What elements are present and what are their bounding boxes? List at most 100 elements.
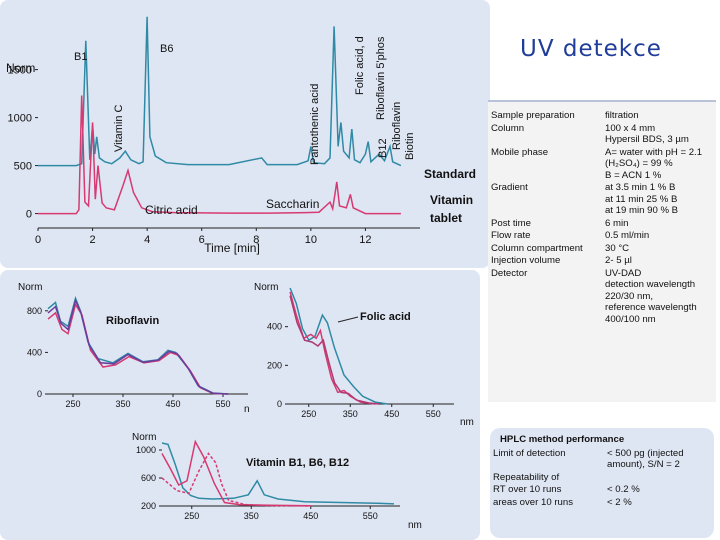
row-value-line: filtration	[605, 110, 639, 121]
row-value-line: < 2 %	[607, 496, 632, 508]
y-tick-label: 600	[141, 473, 156, 483]
row-value-line: Hypersil BDS, 3 µm	[605, 134, 689, 145]
x-axis-label: nm	[244, 404, 250, 415]
table-row: Column compartment 30 °C	[491, 242, 629, 255]
table-row: RT over 10 runs < 0.2 %	[493, 484, 640, 496]
x-tick-label: 8	[253, 234, 259, 246]
row-value: A= water with pH = 2.1 (H₂SO₄) = 99 % B = …	[605, 147, 702, 182]
row-value-line: A= water with pH = 2.1	[605, 146, 703, 158]
peak-label-b12: B12	[377, 138, 389, 158]
x-tick-label: 0	[35, 234, 41, 246]
row-value: filtration	[605, 110, 639, 122]
spectra-panel	[0, 270, 480, 540]
row-value: UV-DAD detection wavelength 220/30 nm, refe…	[605, 268, 697, 326]
row-label: Limit of detection	[493, 447, 566, 459]
x-tick-label: 6	[199, 234, 205, 246]
row-value-line: (H₂SO₄) = 99 %	[605, 158, 673, 169]
peak-label-riboflavin-phos: Riboflavin 5'phos	[375, 36, 387, 120]
peak-label-riboflavin: Riboflavin	[391, 102, 403, 150]
series-line	[289, 291, 376, 405]
row-value: 2- 5 µl	[605, 255, 632, 267]
row-value-line: 6 min	[605, 217, 629, 229]
y-tick-label: 0	[37, 389, 42, 399]
row-value-line: < 0.2 %	[607, 484, 640, 495]
y-tick-label: 200	[141, 501, 156, 511]
chromatogram-panel	[0, 0, 490, 268]
peak-label-b6: B6	[160, 43, 173, 55]
row-value-line: B = ACN 1 %	[605, 169, 662, 181]
row-label: Mobile phase	[491, 146, 549, 158]
series-line	[161, 442, 395, 505]
row-value-line: amount), S/N = 2	[607, 459, 680, 470]
row-value-line: 400/100 nm	[605, 313, 656, 325]
row-value: 6 min	[605, 218, 628, 230]
y-tick-label: 400	[267, 322, 282, 332]
folic-acid-spectrum-chart: 250 350 450 550 0 200 400 Norm Folic acid nm	[254, 282, 474, 428]
y-tick-label: 0	[277, 399, 282, 409]
table-row: Limit of detection < 500 pg (injected amou…	[493, 447, 684, 471]
row-label: Injection volume	[491, 255, 561, 266]
y-tick-label: 1500	[8, 64, 32, 76]
x-tick-label: 350	[244, 511, 259, 521]
row-label: Gradient	[491, 182, 528, 193]
row-value: 0.5 ml/min	[605, 230, 649, 242]
x-axis-label: Time [min]	[204, 241, 260, 255]
row-value-line: at 3.5 min 1 % B	[605, 182, 676, 193]
parameters-table: Sample preparation filtration Column 100 x …	[488, 100, 716, 402]
chart-title: Vitamin B1, B6, B12	[246, 457, 349, 469]
row-value-line: 100 x 4 mm	[605, 122, 656, 134]
row-label: Column compartment	[491, 242, 583, 254]
peak-label-biotin: Biotin	[404, 132, 416, 160]
table-row: Column 100 x 4 mm Hypersil BDS, 3 µm	[491, 123, 689, 146]
table-row: Detector UV-DAD detection wavelength 220/30…	[491, 268, 697, 325]
row-value: < 500 pg (injected amount), S/N = 2	[607, 448, 684, 471]
slide-title: UV detekce	[520, 36, 662, 62]
table-row: Flow rate 0.5 ml/min	[491, 230, 649, 242]
series-line	[289, 287, 388, 405]
table-row: Repeatability of	[493, 472, 559, 484]
peak-label-saccharin: Saccharin	[266, 197, 319, 211]
series-line	[289, 295, 380, 405]
y-tick-label: 400	[27, 347, 42, 357]
series-line	[38, 16, 402, 167]
series-label-vitamin: Vitamin	[430, 193, 473, 207]
row-value: 100 x 4 mm Hypersil BDS, 3 µm	[605, 123, 689, 146]
table-row: Post time 6 min	[491, 217, 628, 230]
row-value-line: < 500 pg (injected	[607, 447, 684, 459]
row-value-line: at 19 min 90 % B	[605, 205, 679, 216]
x-tick-label: 550	[215, 399, 230, 409]
peak-label-folic-acid: Folic acid, d	[354, 36, 366, 95]
y-tick-label: 800	[27, 306, 42, 316]
y-tick-label: 0	[26, 208, 32, 220]
x-tick-label: 10	[305, 234, 317, 246]
row-label: Post time	[491, 217, 531, 229]
x-tick-label: 350	[343, 409, 358, 419]
chart-title: Riboflavin	[106, 315, 159, 327]
row-value-line: 2- 5 µl	[605, 255, 632, 266]
x-tick-label: 250	[184, 511, 199, 521]
y-tick-label: 1000	[136, 445, 156, 455]
table-row: Sample preparation filtration	[491, 110, 639, 122]
y-axis-label: Norm	[254, 282, 278, 293]
performance-table: HPLC method performance Limit of detectio…	[490, 428, 714, 538]
y-tick-label: 200	[267, 360, 282, 370]
x-tick-label: 350	[115, 399, 130, 409]
x-tick-label: 550	[426, 409, 441, 419]
row-value-line: at 11 min 25 % B	[605, 193, 678, 205]
x-tick-label: 250	[301, 409, 316, 419]
row-value-line: detection wavelength	[605, 279, 696, 290]
x-tick-label: 250	[65, 399, 80, 409]
y-axis-label: Norm	[132, 432, 156, 443]
row-label: RT over 10 runs	[493, 484, 562, 495]
y-axis-label: Norm	[6, 61, 35, 75]
peak-label-vitamin-c: Vitamin C	[113, 104, 125, 152]
x-tick-label: 4	[144, 234, 150, 246]
row-value-line: 220/30 nm,	[605, 290, 654, 302]
table-title: HPLC method performance	[500, 434, 625, 445]
x-axis-label: nm	[460, 417, 474, 428]
x-tick-label: 550	[363, 511, 378, 521]
